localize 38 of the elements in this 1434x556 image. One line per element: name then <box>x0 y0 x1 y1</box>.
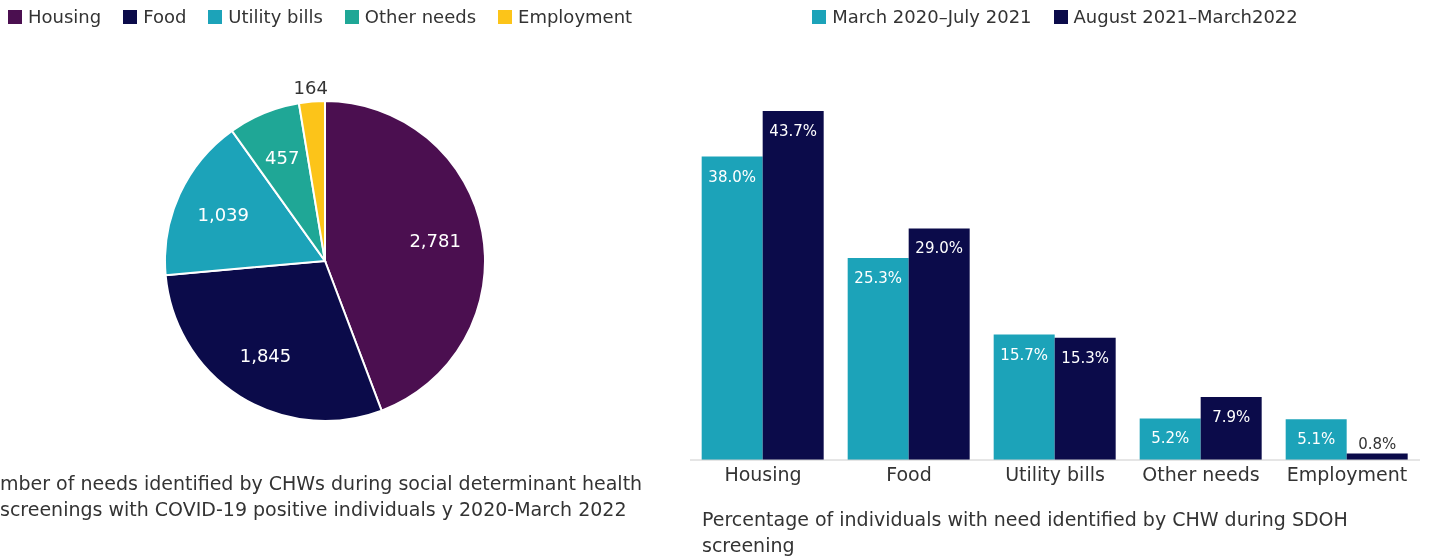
legend-label: Housing <box>28 6 102 27</box>
legend-label: Employment <box>518 6 633 27</box>
data-label: 29.0% <box>915 239 964 258</box>
data-label: 457 <box>265 147 300 169</box>
bar <box>993 334 1055 460</box>
bar <box>701 156 763 460</box>
legend-label: Utility bills <box>228 6 323 27</box>
x-tick-label: Housing <box>724 463 802 486</box>
text: Percentage of individuals with need identified by CHW during SDOH screening <box>702 507 1349 556</box>
data-label: 43.7% <box>769 122 818 140</box>
data-label: 2,781 <box>409 230 461 252</box>
legend-label: Other needs <box>364 6 477 27</box>
legend-label: August 2021–March2022 <box>1073 6 1298 27</box>
data-label: 164 <box>293 77 328 99</box>
data-label: 5.2% <box>1151 429 1190 448</box>
bar <box>1054 337 1116 460</box>
data-label: 25.3% <box>854 268 903 287</box>
bar <box>847 257 909 460</box>
bar <box>908 228 970 460</box>
bar <box>1285 419 1347 460</box>
x-tick-label: Utility bills <box>1005 463 1105 486</box>
text: mber of needs identified by CHWs during social determinant health screenings with COVID-19 positive individuals y 2020-March 2022 <box>0 471 644 522</box>
data-label: 15.3% <box>1061 348 1110 367</box>
data-label: 15.7% <box>1000 345 1049 364</box>
data-label: 1,039 <box>197 203 249 225</box>
data-label: 0.8% <box>1358 434 1397 453</box>
legend-label: Food <box>143 6 187 27</box>
bar <box>762 111 824 460</box>
data-label: 5.1% <box>1297 430 1336 449</box>
x-tick-label: Other needs <box>1142 463 1260 486</box>
legend-label: March 2020–July 2021 <box>832 6 1032 27</box>
data-label: 7.9% <box>1212 407 1251 426</box>
data-label: 38.0% <box>708 167 757 186</box>
x-tick-label: Employment <box>1286 463 1408 486</box>
bar <box>1200 396 1262 460</box>
x-tick-label: Food <box>886 463 932 486</box>
data-label: 1,845 <box>239 345 292 367</box>
bar <box>1139 418 1201 460</box>
